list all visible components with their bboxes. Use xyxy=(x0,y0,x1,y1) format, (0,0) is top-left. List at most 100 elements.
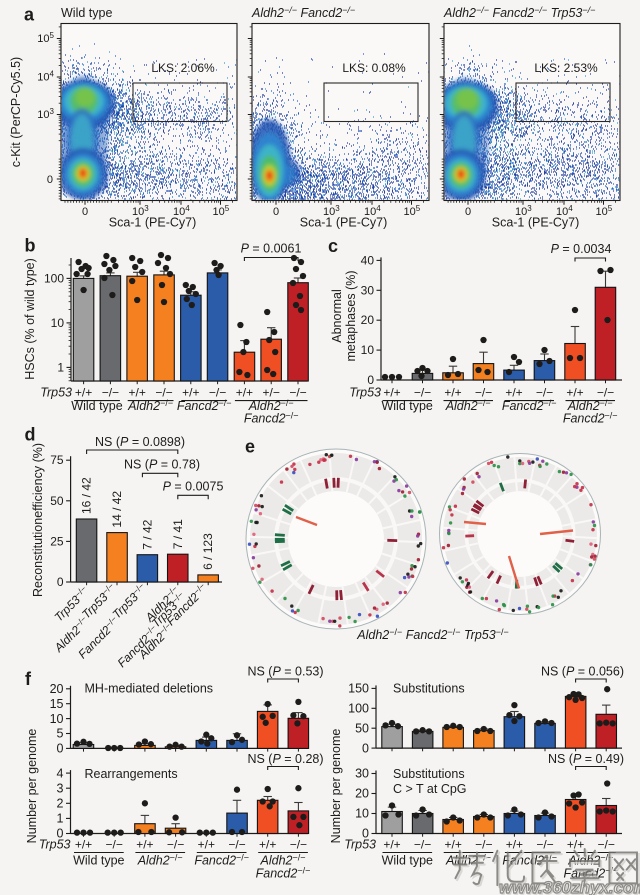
svg-text:Number per genome: Number per genome xyxy=(329,729,343,844)
svg-text:Trp53: Trp53 xyxy=(349,386,381,400)
svg-text:d: d xyxy=(25,425,36,445)
svg-text:e: e xyxy=(245,436,255,456)
svg-text:14 / 42: 14 / 42 xyxy=(110,491,124,528)
svg-text:100: 100 xyxy=(44,271,64,285)
svg-text:40: 40 xyxy=(361,253,375,267)
svg-text:Wild type: Wild type xyxy=(381,399,432,413)
svg-text:75: 75 xyxy=(50,453,64,467)
svg-text:Aldh2−/− Fancd2−/− Trp53−/−: Aldh2−/− Fancd2−/− Trp53−/− xyxy=(443,5,595,20)
svg-text:NS (P = 0.056): NS (P = 0.056) xyxy=(541,665,624,679)
svg-text:Fancd2−/−: Fancd2−/− xyxy=(502,398,557,413)
svg-text:−/−: −/− xyxy=(536,386,553,400)
svg-text:−/−: −/− xyxy=(289,386,306,400)
svg-text:MH-mediated deletions: MH-mediated deletions xyxy=(85,682,214,696)
svg-text:10: 10 xyxy=(51,316,65,330)
svg-text:0: 0 xyxy=(57,742,64,756)
svg-text:50: 50 xyxy=(50,494,64,508)
svg-text:0: 0 xyxy=(362,827,369,841)
svg-text:LKS: 2.53%: LKS: 2.53% xyxy=(534,61,598,75)
svg-text:−/−: −/− xyxy=(536,837,553,851)
svg-text:6 / 123: 6 / 123 xyxy=(201,533,215,570)
svg-text:−/−: −/− xyxy=(228,837,245,851)
svg-text:0: 0 xyxy=(362,741,369,755)
svg-text:10: 10 xyxy=(50,712,64,726)
svg-text:f: f xyxy=(25,669,32,689)
svg-text:10: 10 xyxy=(355,807,369,821)
svg-text:+/+: +/+ xyxy=(75,386,92,400)
svg-text:c-Kit (PerCP-Cy5.5): c-Kit (PerCP-Cy5.5) xyxy=(9,57,23,167)
svg-text:+/+: +/+ xyxy=(236,386,253,400)
svg-text:3: 3 xyxy=(57,781,64,795)
svg-text:20: 20 xyxy=(50,682,64,696)
svg-text:−/−: −/− xyxy=(475,837,492,851)
svg-text:+/+: +/+ xyxy=(445,837,462,851)
svg-text:P = 0.0061: P = 0.0061 xyxy=(241,242,302,256)
svg-text:P = 0.0075: P = 0.0075 xyxy=(163,480,224,494)
svg-text:Aldh2−/−: Aldh2−/− xyxy=(445,398,491,413)
svg-text:30: 30 xyxy=(355,767,369,781)
svg-text:−/−: −/− xyxy=(106,837,123,851)
svg-text:b: b xyxy=(25,236,36,256)
svg-text:−/−: −/− xyxy=(167,837,184,851)
svg-text:7 / 41: 7 / 41 xyxy=(171,519,185,549)
svg-text:Trp53: Trp53 xyxy=(40,386,72,400)
svg-text:Fancd2−/−: Fancd2−/− xyxy=(256,865,311,880)
svg-text:Sca-1 (PE-Cy7): Sca-1 (PE-Cy7) xyxy=(109,216,197,230)
svg-text:10: 10 xyxy=(361,343,375,357)
svg-text:Substitutions: Substitutions xyxy=(393,682,465,696)
svg-text:50: 50 xyxy=(355,721,369,735)
svg-text:Trp53: Trp53 xyxy=(344,837,376,851)
svg-text:Wild type: Wild type xyxy=(73,854,124,868)
svg-text:Sca-1 (PE-Cy7): Sca-1 (PE-Cy7) xyxy=(300,216,388,230)
svg-text:Rearrangements: Rearrangements xyxy=(85,767,178,781)
svg-text:−/−: −/− xyxy=(290,837,307,851)
svg-text:NS (P = 0.53): NS (P = 0.53) xyxy=(247,665,323,679)
svg-text:0: 0 xyxy=(82,206,88,218)
svg-text:Aldh2−/−: Aldh2−/− xyxy=(127,398,173,413)
svg-text:5: 5 xyxy=(57,727,64,741)
svg-text:+/+: +/+ xyxy=(567,837,584,851)
svg-text:Fancd2−/−: Fancd2−/− xyxy=(244,411,299,426)
svg-text:a: a xyxy=(24,5,35,25)
svg-text:Sca-1 (PE-Cy7): Sca-1 (PE-Cy7) xyxy=(492,216,580,230)
svg-text:0: 0 xyxy=(465,206,471,218)
svg-text:LKS: 2.06%: LKS: 2.06% xyxy=(151,61,215,75)
svg-text:−/−: −/− xyxy=(414,386,431,400)
svg-text:Abnormal: Abnormal xyxy=(330,289,344,343)
svg-text:Fancd2−/−: Fancd2−/− xyxy=(563,411,618,426)
svg-text:+/+: +/+ xyxy=(75,837,92,851)
svg-text:C > T at CpG: C > T at CpG xyxy=(393,782,467,796)
svg-text:Aldh2−/−: Aldh2−/− xyxy=(260,852,306,867)
svg-text:+/+: +/+ xyxy=(129,386,146,400)
svg-text:0: 0 xyxy=(57,575,64,589)
svg-text:www.360zhyx.com: www.360zhyx.com xyxy=(499,878,640,895)
svg-text:20: 20 xyxy=(361,313,375,327)
svg-text:metaphases (%): metaphases (%) xyxy=(344,270,358,361)
svg-text:NS (P = 0.28): NS (P = 0.28) xyxy=(247,752,323,766)
svg-text:+/+: +/+ xyxy=(136,837,153,851)
svg-text:4: 4 xyxy=(57,766,64,780)
svg-text:0: 0 xyxy=(47,174,53,186)
svg-text:+/+: +/+ xyxy=(182,386,199,400)
svg-text:+/+: +/+ xyxy=(383,837,400,851)
svg-text:+/+: +/+ xyxy=(198,837,215,851)
svg-text:Reconstitutionefficiency (%): Reconstitutionefficiency (%) xyxy=(31,443,45,597)
svg-text:−/−: −/− xyxy=(102,386,119,400)
svg-text:0: 0 xyxy=(273,206,279,218)
svg-text:−/−: −/− xyxy=(598,837,615,851)
svg-text:20: 20 xyxy=(355,787,369,801)
svg-text:Aldh2−/−: Aldh2−/− xyxy=(567,398,613,413)
svg-text:Aldh2−/− Fancd2−/− Trp53−/−: Aldh2−/− Fancd2−/− Trp53−/− xyxy=(356,627,508,642)
svg-text:16 / 42: 16 / 42 xyxy=(80,477,94,514)
svg-text:Number per genome: Number per genome xyxy=(25,729,39,844)
svg-text:Aldh2−/−: Aldh2−/− xyxy=(248,398,294,413)
svg-text:NS (P = 0.49): NS (P = 0.49) xyxy=(548,752,624,766)
svg-text:Wild type: Wild type xyxy=(71,399,122,413)
svg-text:Wild type: Wild type xyxy=(382,854,433,868)
svg-text:15: 15 xyxy=(50,697,64,711)
svg-text:−/−: −/− xyxy=(414,837,431,851)
svg-text:+/+: +/+ xyxy=(444,386,461,400)
svg-text:7 / 42: 7 / 42 xyxy=(140,519,154,549)
svg-text:−/−: −/− xyxy=(597,386,614,400)
svg-text:150: 150 xyxy=(348,682,369,696)
